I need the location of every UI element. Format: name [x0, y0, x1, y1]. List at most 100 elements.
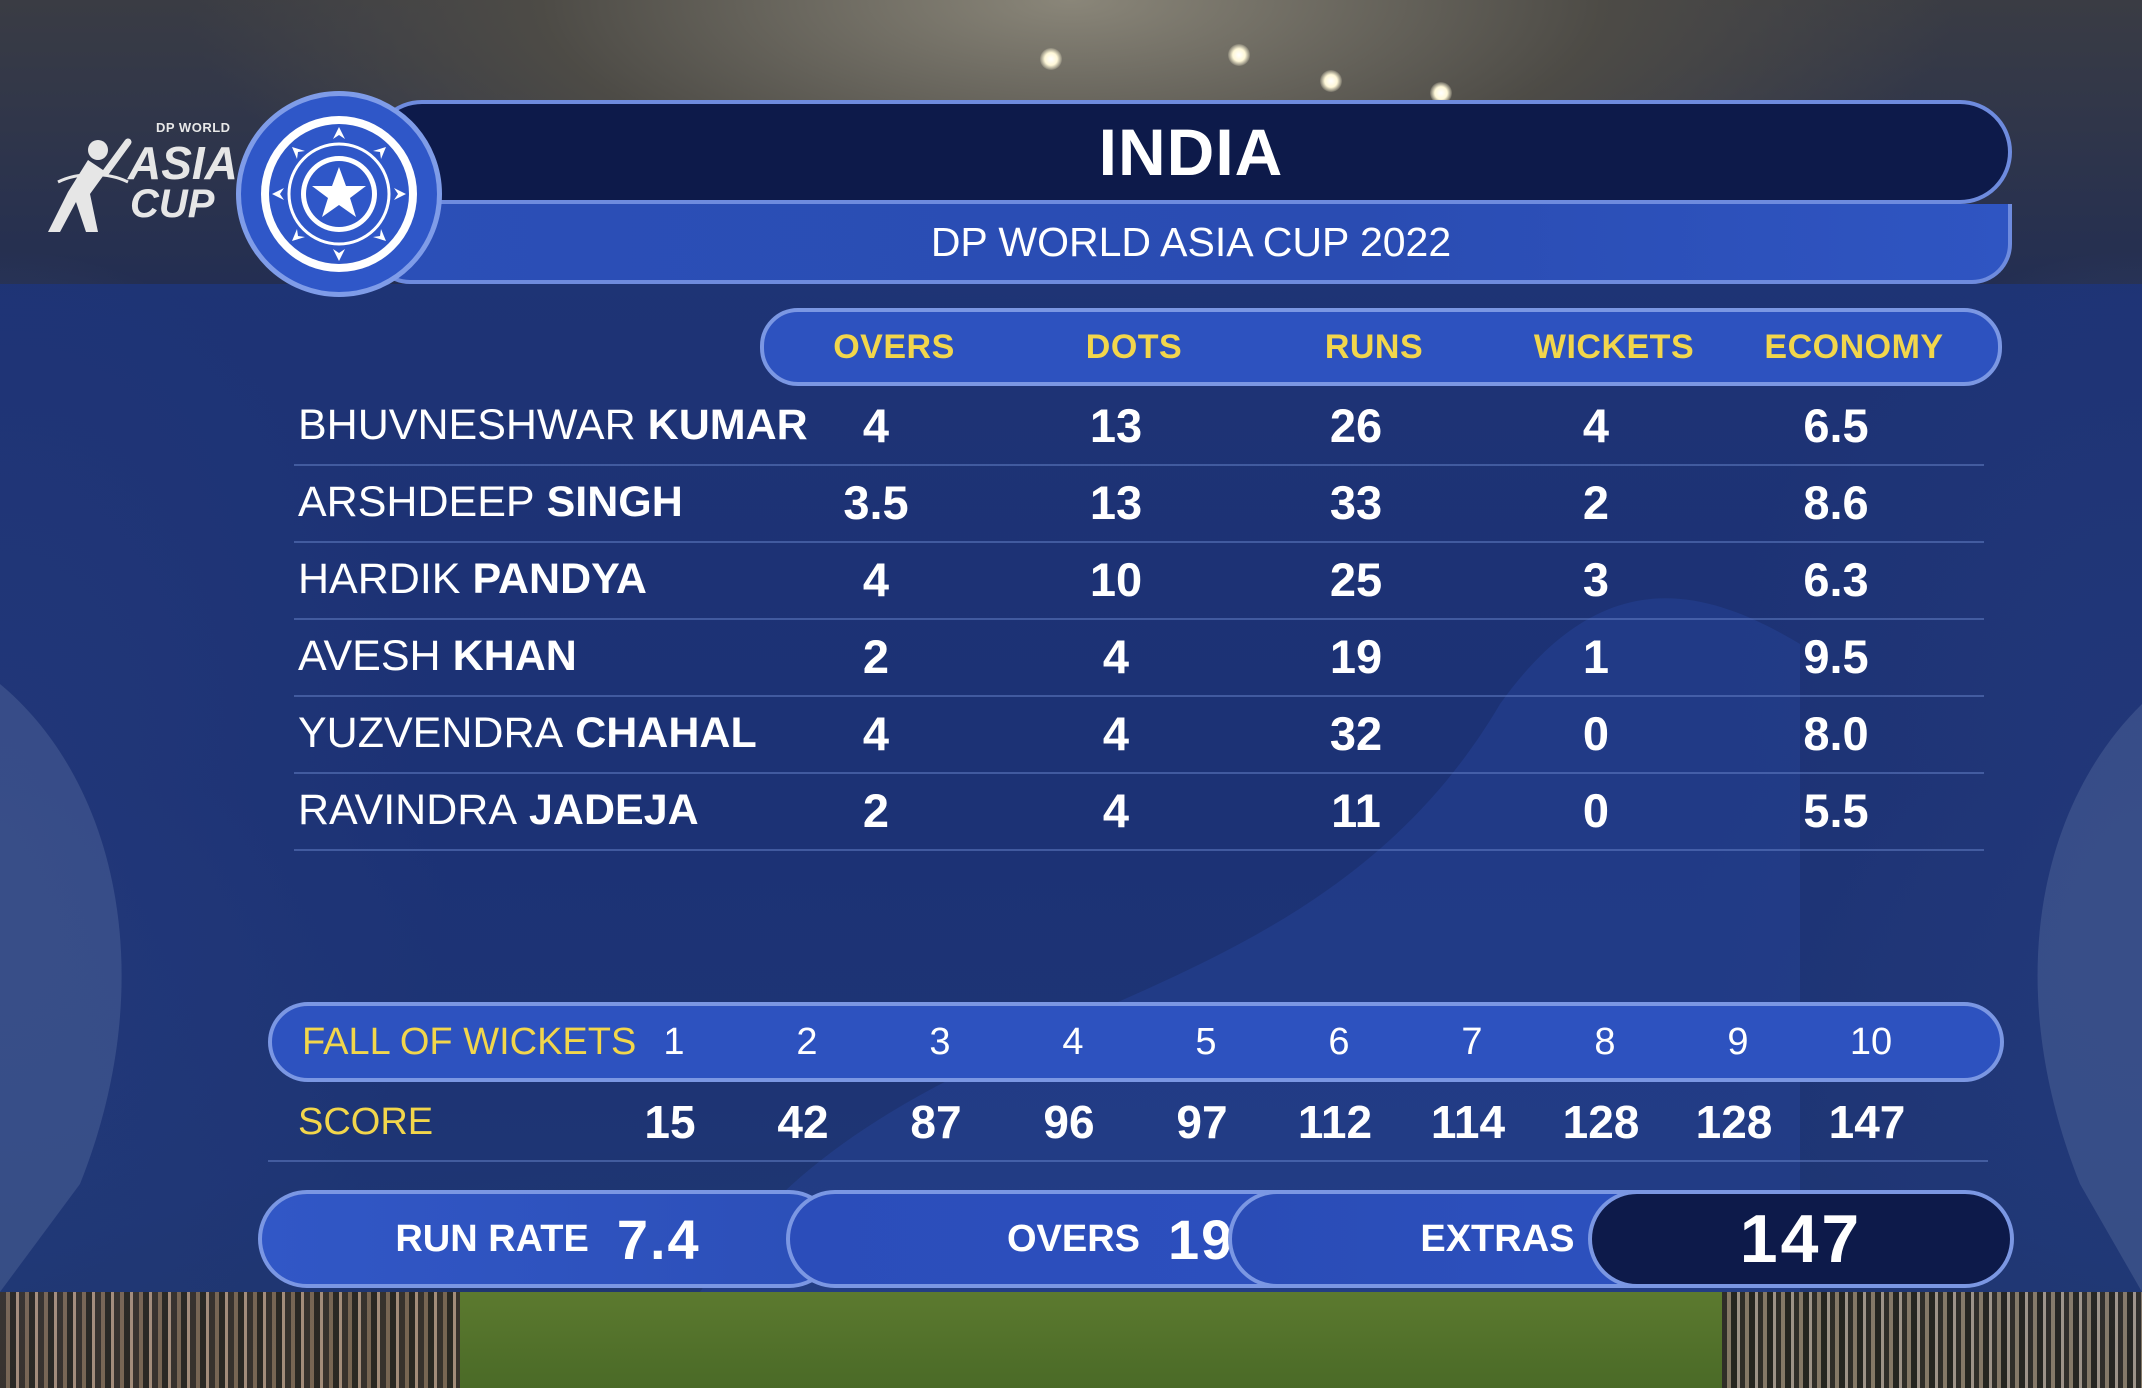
crowd-left	[0, 1292, 460, 1388]
bowler-runs: 11	[1331, 784, 1381, 837]
wicket-number: 6	[1328, 1020, 1350, 1063]
bowler-row: AVESH KHAN 2 4 19 1 9.5	[294, 618, 1984, 697]
wicket-score: 97	[1176, 1096, 1228, 1148]
floodlight	[1320, 70, 1342, 92]
bowler-dots: 4	[1102, 707, 1130, 760]
bowler-dots: 13	[1089, 399, 1143, 452]
wicket-score: 112	[1297, 1096, 1373, 1148]
wicket-number: 8	[1594, 1020, 1616, 1063]
bowler-wickets: 0	[1582, 707, 1610, 760]
wicket-score: 87	[910, 1096, 962, 1148]
bowler-economy: 5.5	[1803, 784, 1869, 837]
bowler-economy: 8.0	[1803, 707, 1869, 760]
bowler-name: HARDIK PANDYA	[298, 541, 647, 618]
bowler-economy: 9.5	[1803, 630, 1869, 683]
bowling-column-header: OVERS DOTS RUNS WICKETS ECONOMY	[760, 308, 2002, 386]
bowler-overs: 2	[862, 630, 890, 683]
bowler-name: RAVINDRA JADEJA	[298, 772, 699, 849]
wicket-score: 42	[777, 1096, 829, 1148]
wicket-score: 147	[1828, 1096, 1906, 1148]
bowler-wickets: 4	[1582, 399, 1610, 452]
crowd-right	[1722, 1292, 2142, 1388]
bowler-economy: 6.3	[1803, 553, 1869, 606]
bowler-overs: 4	[862, 399, 890, 452]
floodlight	[1430, 82, 1452, 104]
bowler-wickets: 1	[1582, 630, 1610, 683]
bowler-row: RAVINDRA JADEJA 2 4 11 0 5.5	[294, 772, 1984, 851]
column-wickets: WICKETS	[1533, 327, 1695, 366]
logo-brand: DP WORLD	[156, 120, 231, 135]
competition-name: DP WORLD ASIA CUP 2022	[930, 218, 1452, 265]
bowler-row: YUZVENDRA CHAHAL 4 4 32 0 8.0	[294, 695, 1984, 774]
bowler-last-name: CHAHAL	[575, 709, 757, 757]
bowler-first-name: HARDIK	[298, 555, 461, 603]
overs-label: OVERS	[1006, 1217, 1141, 1260]
batsman-icon	[48, 138, 132, 232]
bowler-row: BHUVNESHWAR KUMAR 4 13 26 4 6.5	[294, 387, 1984, 466]
cricket-field	[460, 1292, 1722, 1388]
bowler-overs: 2	[862, 784, 890, 837]
wicket-number: 1	[663, 1020, 685, 1063]
wicket-score: 15	[644, 1096, 696, 1148]
run-rate-value: 7.4	[616, 1207, 701, 1271]
bowler-economy: 8.6	[1803, 476, 1869, 529]
wicket-number: 4	[1062, 1020, 1084, 1063]
bowler-wickets: 2	[1582, 476, 1610, 529]
bowler-first-name: YUZVENDRA	[298, 709, 564, 757]
column-overs: OVERS	[833, 327, 955, 366]
bowler-last-name: PANDYA	[472, 555, 647, 603]
bowler-last-name: SINGH	[546, 478, 683, 526]
bowler-last-name: KHAN	[452, 632, 577, 680]
wicket-number: 9	[1727, 1020, 1749, 1063]
column-economy: ECONOMY	[1764, 327, 1944, 366]
total-score: 147	[1739, 1201, 1863, 1277]
bowler-runs: 33	[1329, 476, 1383, 529]
wicket-score: 128	[1695, 1096, 1773, 1148]
bowler-wickets: 0	[1582, 784, 1610, 837]
innings-summary-bar: RUN RATE 7.4 OVERS 19.5 EXTRAS 5 147	[258, 1190, 2014, 1288]
fall-of-wickets-scores: SCORE 15 42 87 96 97 112 114 128 128 147	[268, 1084, 1988, 1162]
bowler-row: HARDIK PANDYA 4 10 25 3 6.3	[294, 541, 1984, 620]
floodlight	[1040, 48, 1062, 70]
bowler-last-name: JADEJA	[529, 786, 699, 834]
wicket-score: 114	[1430, 1096, 1506, 1148]
bowler-dots: 13	[1089, 476, 1143, 529]
score-label: SCORE	[298, 1100, 434, 1143]
wicket-number: 10	[1849, 1020, 1893, 1063]
bowler-overs: 3.5	[843, 476, 909, 529]
graphic-backdrop	[0, 284, 2142, 1292]
fall-of-wickets-label: FALL OF WICKETS	[302, 1020, 637, 1063]
bowler-first-name: BHUVNESHWAR	[298, 401, 636, 449]
bowler-overs: 4	[862, 707, 890, 760]
bowler-name: ARSHDEEP SINGH	[298, 464, 683, 541]
total-score-pill: 147	[1588, 1190, 2014, 1288]
run-rate-label: RUN RATE	[395, 1217, 589, 1260]
bowler-runs: 25	[1329, 553, 1383, 606]
bowler-first-name: RAVINDRA	[298, 786, 518, 834]
logo-line2: CUP	[130, 182, 215, 226]
bowler-runs: 19	[1329, 630, 1383, 683]
logo-line1: ASIA	[128, 137, 238, 189]
column-runs: RUNS	[1324, 327, 1424, 366]
bowler-overs: 4	[862, 553, 890, 606]
column-dots: DOTS	[1085, 327, 1183, 366]
bowler-name: BHUVNESHWAR KUMAR	[298, 387, 808, 464]
bowler-first-name: AVESH	[298, 632, 441, 680]
bowler-dots: 4	[1102, 630, 1130, 683]
wicket-number: 7	[1461, 1020, 1483, 1063]
bowler-dots: 10	[1089, 553, 1143, 606]
fall-of-wickets-header: FALL OF WICKETS 1 2 3 4 5 6 7 8 9 10	[268, 1002, 2004, 1082]
wicket-number: 5	[1195, 1020, 1217, 1063]
wicket-score: 128	[1562, 1096, 1640, 1148]
bowler-runs: 32	[1329, 707, 1383, 760]
bowler-wickets: 3	[1582, 553, 1610, 606]
backdrop-swoosh	[0, 284, 2142, 1292]
wicket-number: 3	[929, 1020, 951, 1063]
floodlight	[1228, 44, 1250, 66]
extras-label: EXTRAS	[1420, 1217, 1575, 1260]
bowler-first-name: ARSHDEEP	[298, 478, 535, 526]
bowler-name: YUZVENDRA CHAHAL	[298, 695, 757, 772]
run-rate-pill: RUN RATE 7.4	[258, 1190, 838, 1288]
team-banner: INDIA	[370, 100, 2012, 204]
bowler-dots: 4	[1102, 784, 1130, 837]
